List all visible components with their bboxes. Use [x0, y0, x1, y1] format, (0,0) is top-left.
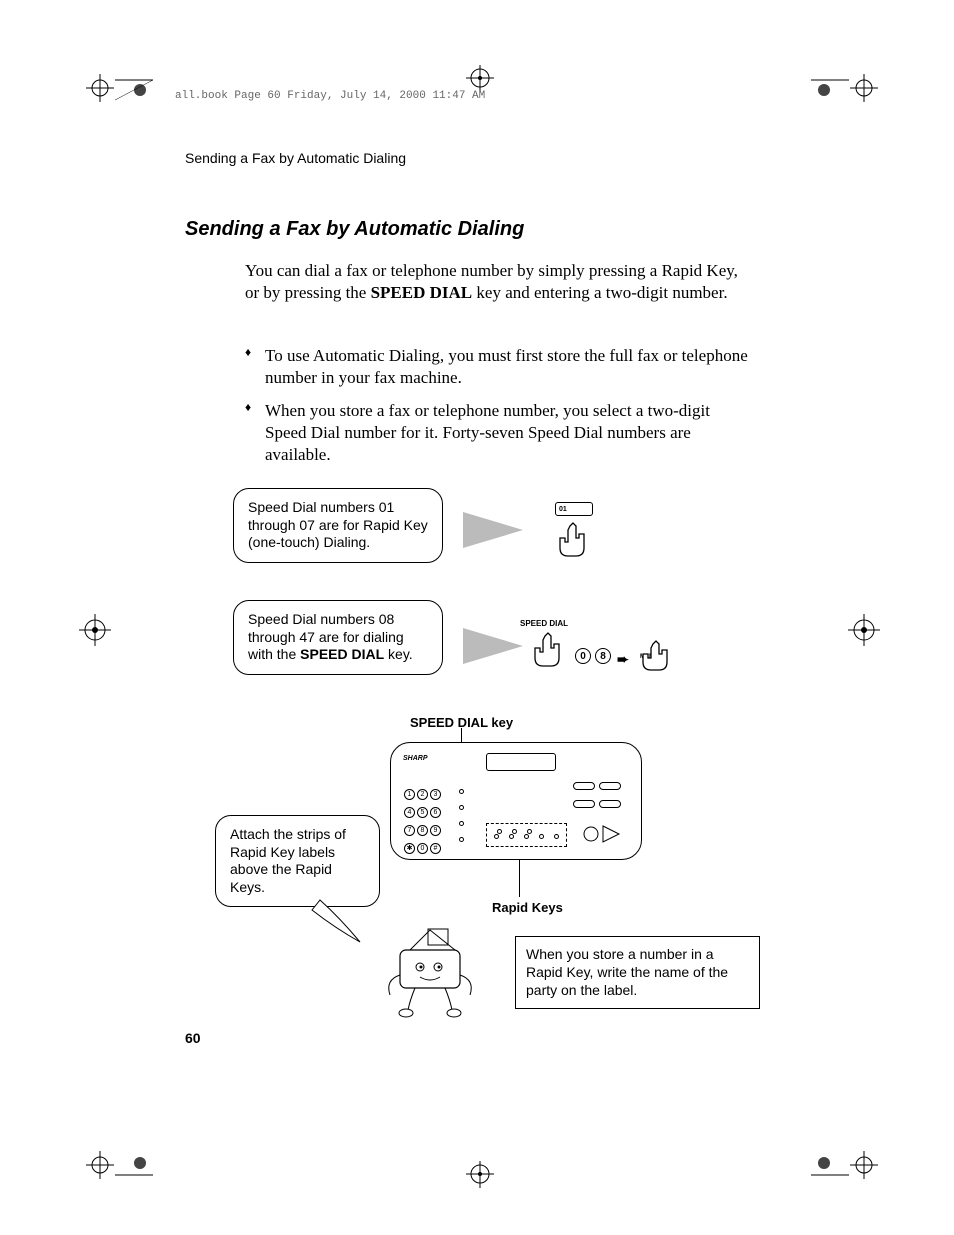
nav-dot-icon — [512, 829, 517, 834]
nav-dot-icon — [497, 829, 502, 834]
page-header-meta: all.book Page 60 Friday, July 14, 2000 1… — [175, 90, 485, 102]
crop-mark-icon — [85, 1135, 155, 1185]
callout-attach-labels: Attach the strips of Rapid Key labels ab… — [215, 815, 380, 907]
rapid-key-dot-icon — [554, 834, 559, 839]
speech-tail-icon — [310, 898, 370, 953]
hand-press-icon — [550, 518, 590, 560]
callout-rapid-range: Speed Dial numbers 01 through 07 are for… — [233, 488, 443, 563]
panel-oval-icon — [599, 782, 621, 790]
crop-mark-icon — [809, 70, 879, 120]
fax-control-panel-diagram: SHARP 123 456 789 ✱0# — [390, 742, 642, 860]
callout-text-b: key. — [384, 646, 413, 662]
panel-oval-icon — [599, 800, 621, 808]
hand-press-icon — [525, 628, 565, 670]
page-number: 60 — [185, 1030, 201, 1046]
callout-speed-range: Speed Dial numbers 08 through 47 are for… — [233, 600, 443, 675]
running-header: Sending a Fax by Automatic Dialing — [185, 150, 406, 166]
panel-oval-icon — [573, 800, 595, 808]
nav-buttons — [494, 821, 535, 839]
page: all.book Page 60 Friday, July 14, 2000 1… — [85, 70, 869, 1165]
speed-dial-small-label: SPEED DIAL — [520, 619, 568, 628]
nav-dot-icon — [527, 829, 532, 834]
arrow-right-icon: ➨ — [617, 652, 629, 669]
crop-mark-icon — [75, 610, 115, 650]
intro-paragraph: You can dial a fax or telephone number b… — [245, 260, 755, 304]
panel-buttons — [571, 779, 623, 815]
keypad-key-8: 8 — [595, 648, 611, 664]
fax-mascot-icon — [380, 925, 490, 1030]
crop-mark-icon — [844, 610, 884, 650]
keypad-key: 7 — [404, 825, 415, 836]
brand-label: SHARP — [403, 755, 428, 762]
intro-bold: SPEED DIAL — [371, 283, 473, 302]
keypad-key: 3 — [430, 789, 441, 800]
bullet-item: To use Automatic Dialing, you must first… — [245, 345, 755, 389]
keypad-key: # — [430, 843, 441, 854]
pointer-line-icon — [461, 728, 462, 743]
panel-dot-icon — [459, 821, 464, 826]
bullet-item: When you store a fax or telephone number… — [245, 400, 755, 466]
lcd-screen-icon — [486, 753, 556, 771]
arrow-triangle-icon — [463, 512, 523, 548]
page-title: Sending a Fax by Automatic Dialing — [185, 218, 524, 241]
pointer-line-icon — [519, 859, 520, 897]
arrow-triangle-icon — [463, 628, 523, 664]
crop-mark-icon — [85, 70, 155, 120]
keypad-key-0: 0 — [575, 648, 591, 664]
keypad-key: 6 — [430, 807, 441, 818]
panel-oval-icon — [573, 782, 595, 790]
hand-press-icon — [635, 636, 675, 676]
keypad-key: 2 — [417, 789, 428, 800]
keypad-key: 1 — [404, 789, 415, 800]
rapid-key-dot-icon — [539, 834, 544, 839]
stop-start-buttons — [581, 824, 621, 849]
rapid-keys-label: Rapid Keys — [492, 900, 563, 915]
numeric-keypad: 123 456 789 ✱0# — [403, 783, 442, 855]
keypad-key: 0 — [417, 843, 428, 854]
panel-dot-icon — [459, 789, 464, 794]
crop-mark-icon — [460, 1160, 500, 1190]
keypad-key: ✱ — [404, 843, 415, 854]
rapid-key-01-button: 01 — [555, 502, 593, 516]
callout-bold: SPEED DIAL — [300, 646, 384, 662]
panel-dot-icon — [459, 805, 464, 810]
keypad-key: 5 — [417, 807, 428, 818]
keypad-key: 4 — [404, 807, 415, 818]
keypad-key: 8 — [417, 825, 428, 836]
keypad-key: 9 — [430, 825, 441, 836]
crop-mark-icon — [809, 1135, 879, 1185]
panel-dot-icon — [459, 837, 464, 842]
callout-write-label: When you store a number in a Rapid Key, … — [515, 936, 760, 1009]
intro-text-b: key and entering a two-digit number. — [472, 283, 727, 302]
